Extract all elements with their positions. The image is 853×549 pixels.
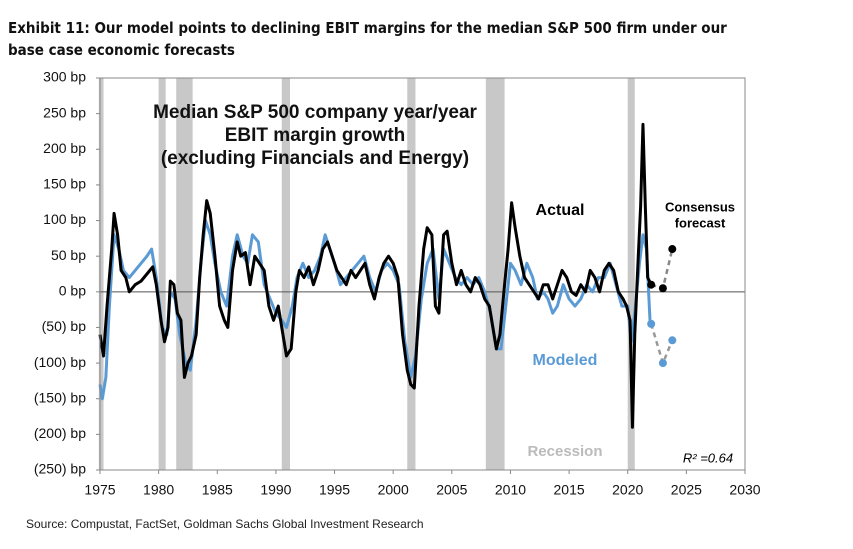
source: Source: Compustat, FactSet, Goldman Sach… bbox=[26, 517, 424, 531]
y-tick-label: 50 bp bbox=[51, 247, 86, 263]
x-tick-label: 2020 bbox=[612, 482, 643, 498]
recession-band bbox=[281, 78, 290, 470]
x-tick-label: 2030 bbox=[729, 482, 760, 498]
recession-band bbox=[485, 78, 505, 470]
annotation: Consensus bbox=[665, 199, 735, 214]
forecast-point bbox=[658, 284, 667, 293]
chart-title: Exhibit 11: Our model points to declinin… bbox=[8, 19, 727, 59]
y-tick-label: 300 bp bbox=[43, 69, 86, 85]
forecast-point bbox=[647, 280, 656, 289]
title-line: base case economic forecasts bbox=[8, 41, 235, 59]
y-tick-label: 150 bp bbox=[43, 176, 86, 192]
forecast-point bbox=[668, 245, 677, 254]
recession-band bbox=[407, 78, 416, 470]
annotation: R² =0.64 bbox=[683, 450, 733, 465]
x-tick-label: 2015 bbox=[554, 482, 585, 498]
recession-band bbox=[98, 78, 104, 470]
x-tick-label: 1995 bbox=[319, 482, 350, 498]
recession-band bbox=[176, 78, 193, 470]
series-label: Actual bbox=[536, 202, 585, 219]
x-tick-label: 2025 bbox=[671, 482, 702, 498]
inner-title: Median S&P 500 company year/year bbox=[153, 102, 477, 123]
annotation: forecast bbox=[675, 215, 726, 230]
series-line bbox=[98, 122, 653, 429]
y-tick-label: (150) bp bbox=[34, 389, 86, 405]
x-tick-label: 2000 bbox=[378, 482, 409, 498]
y-tick-label: (50) bp bbox=[42, 318, 87, 334]
y-tick-label: 0 bp bbox=[59, 283, 86, 299]
recession-band bbox=[627, 78, 635, 470]
recession-band bbox=[158, 78, 166, 470]
y-tick-label: 200 bp bbox=[43, 140, 86, 156]
y-tick-label: (250) bp bbox=[34, 461, 86, 477]
x-tick-label: 1975 bbox=[84, 482, 115, 498]
annotation: Recession bbox=[527, 443, 602, 460]
x-tick-label: 2005 bbox=[436, 482, 467, 498]
y-tick-label: (100) bp bbox=[34, 354, 86, 370]
inner-title: EBIT margin growth bbox=[225, 125, 406, 146]
plot-frame bbox=[99, 77, 746, 471]
x-tick-label: 1985 bbox=[202, 482, 233, 498]
y-tick-label: 250 bp bbox=[43, 104, 86, 120]
inner-title: (excluding Financials and Energy) bbox=[161, 148, 469, 169]
forecast-point bbox=[668, 336, 677, 345]
series-label: Modeled bbox=[533, 352, 598, 369]
plot-area bbox=[96, 77, 746, 474]
x-tick-label: 1980 bbox=[143, 482, 174, 498]
forecast-point bbox=[647, 319, 656, 328]
y-tick-label: 100 bp bbox=[43, 211, 86, 227]
forecast-line bbox=[649, 323, 674, 367]
title-line: Exhibit 11: Our model points to declinin… bbox=[8, 19, 727, 37]
x-tick-label: 1990 bbox=[260, 482, 291, 498]
forecast-point bbox=[658, 359, 667, 368]
x-tick-label: 2010 bbox=[495, 482, 526, 498]
y-tick-label: (200) bp bbox=[34, 425, 86, 441]
